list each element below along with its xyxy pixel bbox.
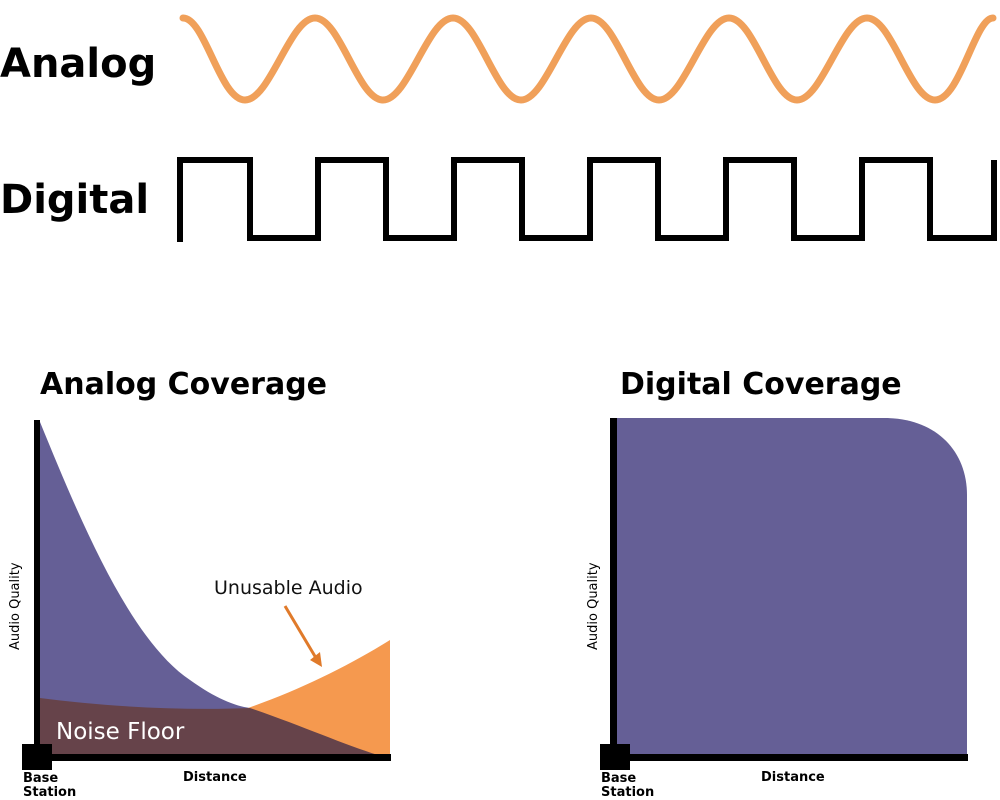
analog-signal-label: Analog bbox=[0, 41, 157, 87]
digital-square-wave bbox=[177, 157, 997, 242]
arrow-head-icon bbox=[310, 652, 322, 667]
noise-floor-label: Noise Floor bbox=[56, 719, 185, 745]
x-axis bbox=[34, 754, 391, 761]
analog-sine-wave bbox=[179, 14, 997, 104]
analog-y-axis-label: Audio Quality bbox=[8, 562, 23, 650]
unusable-audio-annotation: Unusable Audio bbox=[214, 577, 363, 599]
y-axis bbox=[34, 420, 40, 760]
digital-base-station-icon bbox=[600, 744, 630, 770]
analog-coverage-title: Analog Coverage bbox=[40, 367, 328, 402]
digital-signal-area bbox=[617, 418, 967, 757]
unusable-audio-area bbox=[248, 640, 390, 757]
annotation-arrow bbox=[283, 605, 318, 659]
base-station-icon bbox=[22, 744, 52, 770]
digital-y-axis-label: Audio Quality bbox=[586, 562, 601, 650]
analog-origin-label-1: Base bbox=[23, 771, 59, 786]
signal-waves bbox=[177, 14, 997, 242]
digital-signal-label: Digital bbox=[0, 177, 150, 223]
digital-origin-label-1: Base bbox=[601, 771, 637, 786]
digital-origin-label-2: Station bbox=[601, 785, 655, 800]
digital-y-axis bbox=[610, 418, 617, 760]
analog-origin-label-2: Station bbox=[23, 785, 77, 800]
digital-x-axis-label: Distance bbox=[761, 770, 825, 785]
analog-x-axis-label: Distance bbox=[183, 770, 247, 785]
digital-x-axis bbox=[610, 754, 968, 761]
digital-coverage-title: Digital Coverage bbox=[620, 367, 902, 402]
